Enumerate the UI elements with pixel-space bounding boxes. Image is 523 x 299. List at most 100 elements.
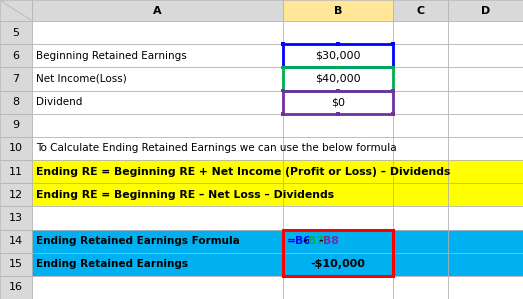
Text: Ending RE = Beginning RE + Net Income (Profit or Loss) – Dividends: Ending RE = Beginning RE + Net Income (P… bbox=[36, 167, 450, 177]
Bar bbox=[283, 230, 393, 253]
Bar bbox=[283, 206, 393, 230]
Bar bbox=[0, 253, 32, 276]
Bar bbox=[32, 230, 283, 253]
Text: -: - bbox=[303, 236, 307, 246]
Bar bbox=[448, 230, 523, 253]
Bar bbox=[283, 91, 393, 114]
Bar bbox=[32, 206, 283, 230]
Text: Beginning Retained Earnings: Beginning Retained Earnings bbox=[36, 51, 187, 61]
Bar bbox=[393, 21, 448, 44]
Bar bbox=[391, 112, 395, 115]
Bar bbox=[448, 44, 523, 67]
Bar bbox=[393, 44, 448, 67]
Bar bbox=[391, 42, 395, 46]
Text: Ending RE = Beginning RE – Net Loss – Dividends: Ending RE = Beginning RE – Net Loss – Di… bbox=[36, 190, 334, 200]
Bar bbox=[32, 44, 283, 67]
Bar bbox=[283, 230, 393, 276]
Bar bbox=[393, 114, 448, 137]
Text: Net Income(Loss): Net Income(Loss) bbox=[36, 74, 127, 84]
Bar bbox=[391, 65, 395, 69]
Bar bbox=[393, 91, 448, 114]
Bar bbox=[0, 44, 32, 67]
Bar bbox=[32, 67, 283, 91]
Text: Ending Retained Earnings Formula: Ending Retained Earnings Formula bbox=[36, 236, 240, 246]
Bar bbox=[283, 183, 393, 206]
Text: -: - bbox=[318, 236, 323, 246]
Bar bbox=[32, 0, 283, 21]
Bar bbox=[393, 230, 448, 253]
Bar bbox=[336, 42, 340, 46]
Bar bbox=[0, 183, 32, 206]
Bar bbox=[283, 276, 393, 299]
Bar bbox=[393, 253, 448, 276]
Text: B7: B7 bbox=[308, 236, 324, 246]
Text: Dividend: Dividend bbox=[36, 97, 83, 107]
Bar bbox=[0, 67, 32, 91]
Bar bbox=[0, 0, 32, 21]
Text: C: C bbox=[416, 5, 425, 16]
Bar bbox=[393, 0, 448, 21]
Text: Ending Retained Earnings: Ending Retained Earnings bbox=[36, 259, 188, 269]
Bar bbox=[32, 276, 283, 299]
Bar bbox=[0, 230, 32, 253]
Bar bbox=[283, 67, 393, 91]
Bar bbox=[32, 160, 283, 183]
Bar bbox=[448, 160, 523, 183]
Bar bbox=[448, 114, 523, 137]
Bar bbox=[0, 21, 32, 44]
Text: D: D bbox=[481, 5, 490, 16]
Bar bbox=[448, 183, 523, 206]
Bar bbox=[336, 65, 340, 69]
Bar bbox=[283, 0, 393, 21]
Text: 11: 11 bbox=[9, 167, 23, 177]
Text: B: B bbox=[334, 5, 342, 16]
Text: To Calculate Ending Retained Earnings we can use the below formula: To Calculate Ending Retained Earnings we… bbox=[36, 144, 396, 153]
Text: 6: 6 bbox=[13, 51, 19, 61]
Bar bbox=[0, 137, 32, 160]
Bar bbox=[281, 65, 285, 69]
Text: 16: 16 bbox=[9, 283, 23, 292]
Bar bbox=[393, 160, 448, 183]
Bar bbox=[283, 91, 393, 114]
Text: 9: 9 bbox=[13, 120, 19, 130]
Bar bbox=[336, 65, 340, 69]
Text: 5: 5 bbox=[13, 28, 19, 38]
Bar bbox=[391, 89, 395, 92]
Bar bbox=[448, 67, 523, 91]
Bar bbox=[283, 44, 393, 67]
Text: A: A bbox=[153, 5, 162, 16]
Bar bbox=[283, 114, 393, 137]
Bar bbox=[0, 114, 32, 137]
Text: 8: 8 bbox=[13, 97, 19, 107]
Bar bbox=[0, 160, 32, 183]
Bar bbox=[283, 44, 393, 67]
Bar bbox=[393, 183, 448, 206]
Bar bbox=[281, 89, 285, 92]
Text: 13: 13 bbox=[9, 213, 23, 223]
Bar bbox=[32, 183, 283, 206]
Bar bbox=[283, 253, 393, 276]
Text: 7: 7 bbox=[13, 74, 19, 84]
Text: 14: 14 bbox=[9, 236, 23, 246]
Bar bbox=[448, 253, 523, 276]
Text: 12: 12 bbox=[9, 190, 23, 200]
Bar bbox=[393, 206, 448, 230]
Bar bbox=[32, 137, 283, 160]
Bar bbox=[0, 91, 32, 114]
Bar bbox=[448, 206, 523, 230]
Bar bbox=[448, 137, 523, 160]
Bar bbox=[281, 112, 285, 115]
Bar bbox=[448, 21, 523, 44]
Bar bbox=[32, 21, 283, 44]
Bar bbox=[391, 65, 395, 69]
Text: =B6: =B6 bbox=[287, 236, 312, 246]
Bar bbox=[281, 89, 285, 92]
Bar bbox=[281, 65, 285, 69]
Bar bbox=[336, 89, 340, 92]
Bar bbox=[448, 91, 523, 114]
Bar bbox=[336, 89, 340, 92]
Text: B8: B8 bbox=[323, 236, 339, 246]
Text: 15: 15 bbox=[9, 259, 23, 269]
Bar bbox=[448, 0, 523, 21]
Bar bbox=[448, 276, 523, 299]
